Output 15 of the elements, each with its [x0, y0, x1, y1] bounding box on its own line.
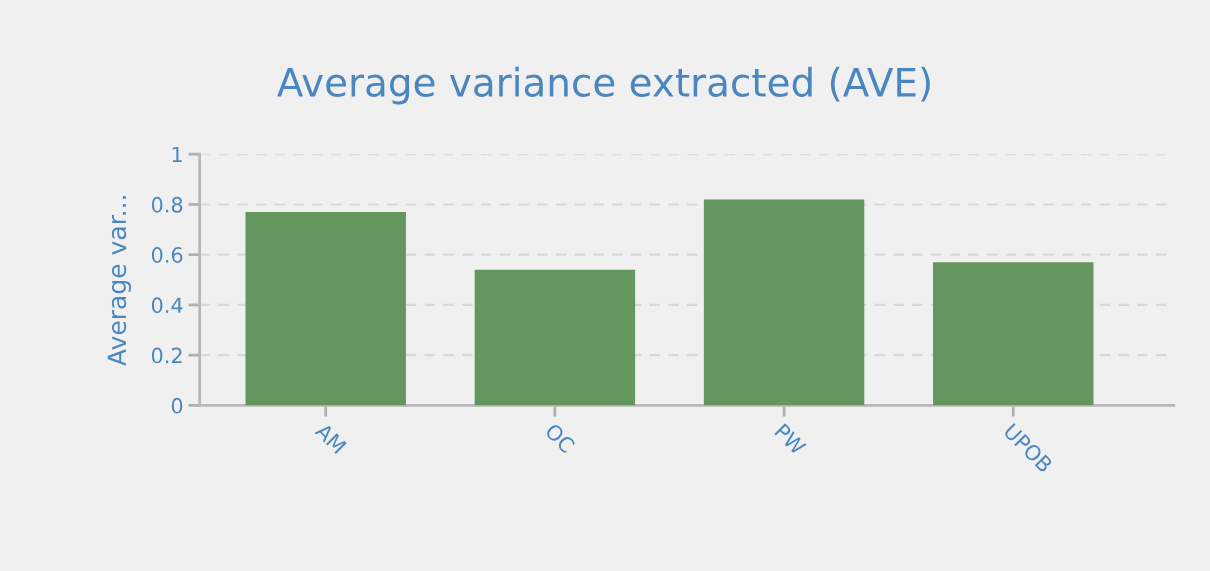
y-tick-label: 0.4: [151, 297, 183, 314]
y-tick-label: 0.2: [151, 347, 182, 364]
x-tick-label: PW: [774, 423, 807, 456]
y-tick-label: 0.6: [151, 247, 183, 263]
y-tick-label: 0.8: [151, 196, 183, 213]
y-tick-label: 1: [172, 146, 182, 163]
x-tick-label: OC: [544, 422, 576, 454]
bar: [245, 211, 406, 406]
bar: [474, 269, 636, 406]
chart-title: Average variance extracted (AVE): [277, 66, 930, 105]
x-tick-label: AM: [314, 421, 347, 454]
bar: [933, 262, 1094, 406]
bar: [703, 199, 865, 406]
y-axis-title: Average var...: [107, 196, 132, 366]
y-tick-label: 0: [171, 397, 183, 414]
